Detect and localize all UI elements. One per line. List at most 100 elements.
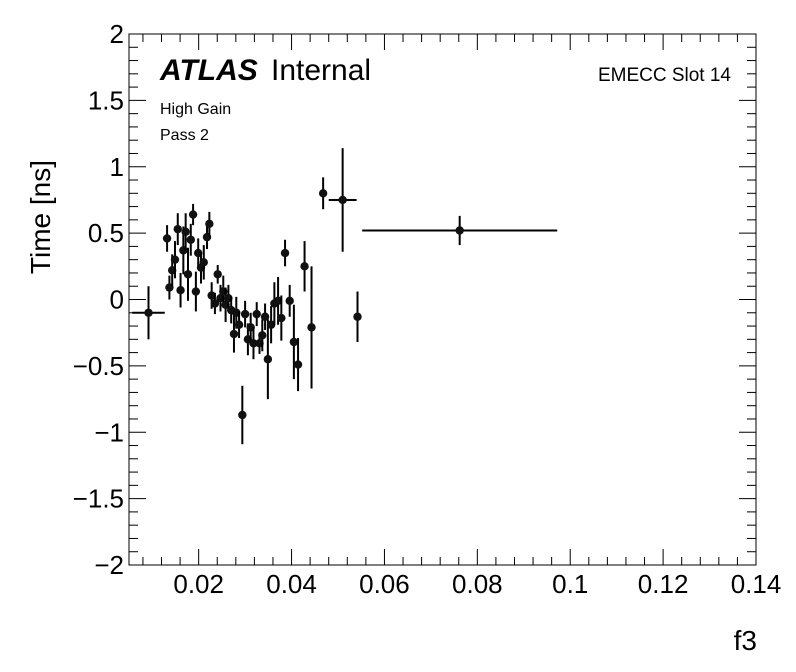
point-marker (183, 270, 193, 279)
data-point (285, 284, 294, 317)
point-marker (249, 339, 258, 348)
point-marker (181, 227, 190, 236)
data-point (258, 319, 267, 352)
data-point (188, 203, 198, 226)
y-tick-label: −0.5 (73, 351, 124, 381)
point-marker (210, 299, 220, 308)
data-point (176, 272, 185, 308)
data-point (205, 211, 214, 236)
data-point (199, 245, 208, 280)
point-marker (293, 360, 303, 369)
point-marker (252, 309, 261, 319)
point-marker (229, 329, 239, 339)
data-point (191, 271, 201, 312)
y-tick-label: 2 (110, 19, 124, 49)
data-point (266, 306, 276, 344)
x-tick-label: 0.14 (731, 569, 782, 599)
data-point (173, 213, 182, 246)
data-point (249, 327, 258, 360)
region-label: EMECC Slot 14 (598, 65, 731, 86)
point-marker (258, 331, 267, 340)
x-tick-label: 0.06 (359, 569, 410, 599)
y-tick-label: −1 (94, 417, 124, 447)
point-marker (289, 337, 299, 347)
y-tick-label: 1 (110, 152, 124, 182)
point-marker (170, 255, 180, 264)
internal-label: Internal (271, 54, 371, 87)
data-point (260, 303, 270, 331)
pass-label: Pass 2 (160, 127, 209, 144)
x-tick-label: 0.12 (638, 569, 689, 599)
data-point (307, 266, 316, 389)
data-point (328, 148, 357, 252)
data-point (293, 337, 303, 392)
data-point (240, 300, 250, 328)
point-marker (263, 355, 273, 364)
x-tick-label: 0.04 (266, 569, 317, 599)
x-tick-label: 0.08 (452, 569, 503, 599)
y-axis-title: Time [ns] (25, 160, 56, 274)
x-tick-labels: 0.02 0.04 0.06 0.08 0.1 0.12 0.14 (173, 569, 781, 599)
point-marker (240, 309, 250, 319)
point-marker (207, 291, 216, 300)
point-marker (238, 410, 247, 420)
y-tick-labels: 2 1.5 1 0.5 0 −0.5 −1 −1.5 −2 (73, 19, 124, 580)
data-point (210, 292, 220, 315)
data-point (353, 291, 362, 342)
y-tick-label: −1.5 (73, 484, 124, 514)
point-marker (176, 286, 185, 295)
x-tick-label: 0.02 (173, 569, 224, 599)
data-point (229, 315, 239, 353)
point-marker (173, 224, 182, 234)
x-axis-title: f3 (734, 625, 757, 656)
y-tick-label: 0 (110, 285, 124, 315)
data-point (213, 264, 222, 284)
y-tick-label: 0.5 (88, 218, 124, 248)
point-marker (280, 248, 290, 258)
data-point (277, 295, 286, 341)
point-marker (162, 234, 172, 243)
point-marker (273, 296, 283, 306)
data-point (186, 223, 195, 256)
point-marker (186, 235, 195, 244)
data-points (132, 148, 558, 445)
point-marker (353, 312, 362, 321)
data-point (318, 177, 328, 210)
point-marker (199, 258, 208, 267)
point-marker (455, 226, 464, 235)
data-point (170, 241, 180, 279)
axis-ticks (129, 33, 757, 566)
data-point (280, 239, 290, 267)
point-marker (338, 195, 347, 205)
data-point (362, 215, 558, 246)
point-marker (307, 323, 316, 332)
point-marker (144, 308, 153, 317)
point-marker (260, 312, 270, 321)
y-tick-label: 1.5 (88, 85, 124, 115)
data-point (132, 286, 165, 340)
point-marker (188, 210, 198, 219)
data-point (234, 311, 244, 338)
x-tick-label: 0.1 (552, 569, 588, 599)
data-point (263, 319, 273, 400)
point-marker (300, 262, 309, 271)
point-marker (285, 296, 294, 306)
data-point (289, 304, 299, 380)
gain-label: High Gain (160, 101, 231, 118)
point-marker (318, 189, 328, 198)
data-point (162, 225, 172, 252)
data-point (252, 302, 261, 327)
point-marker (234, 320, 244, 329)
atlas-label: ATLAS (159, 54, 258, 87)
point-marker (205, 219, 214, 229)
point-marker (191, 287, 201, 296)
data-point (238, 385, 247, 445)
data-point (183, 247, 193, 301)
data-point (300, 241, 309, 292)
data-point (181, 213, 190, 251)
point-marker (213, 270, 222, 279)
point-marker (277, 313, 286, 323)
y-tick-label: −2 (94, 550, 124, 580)
point-marker (266, 320, 276, 329)
